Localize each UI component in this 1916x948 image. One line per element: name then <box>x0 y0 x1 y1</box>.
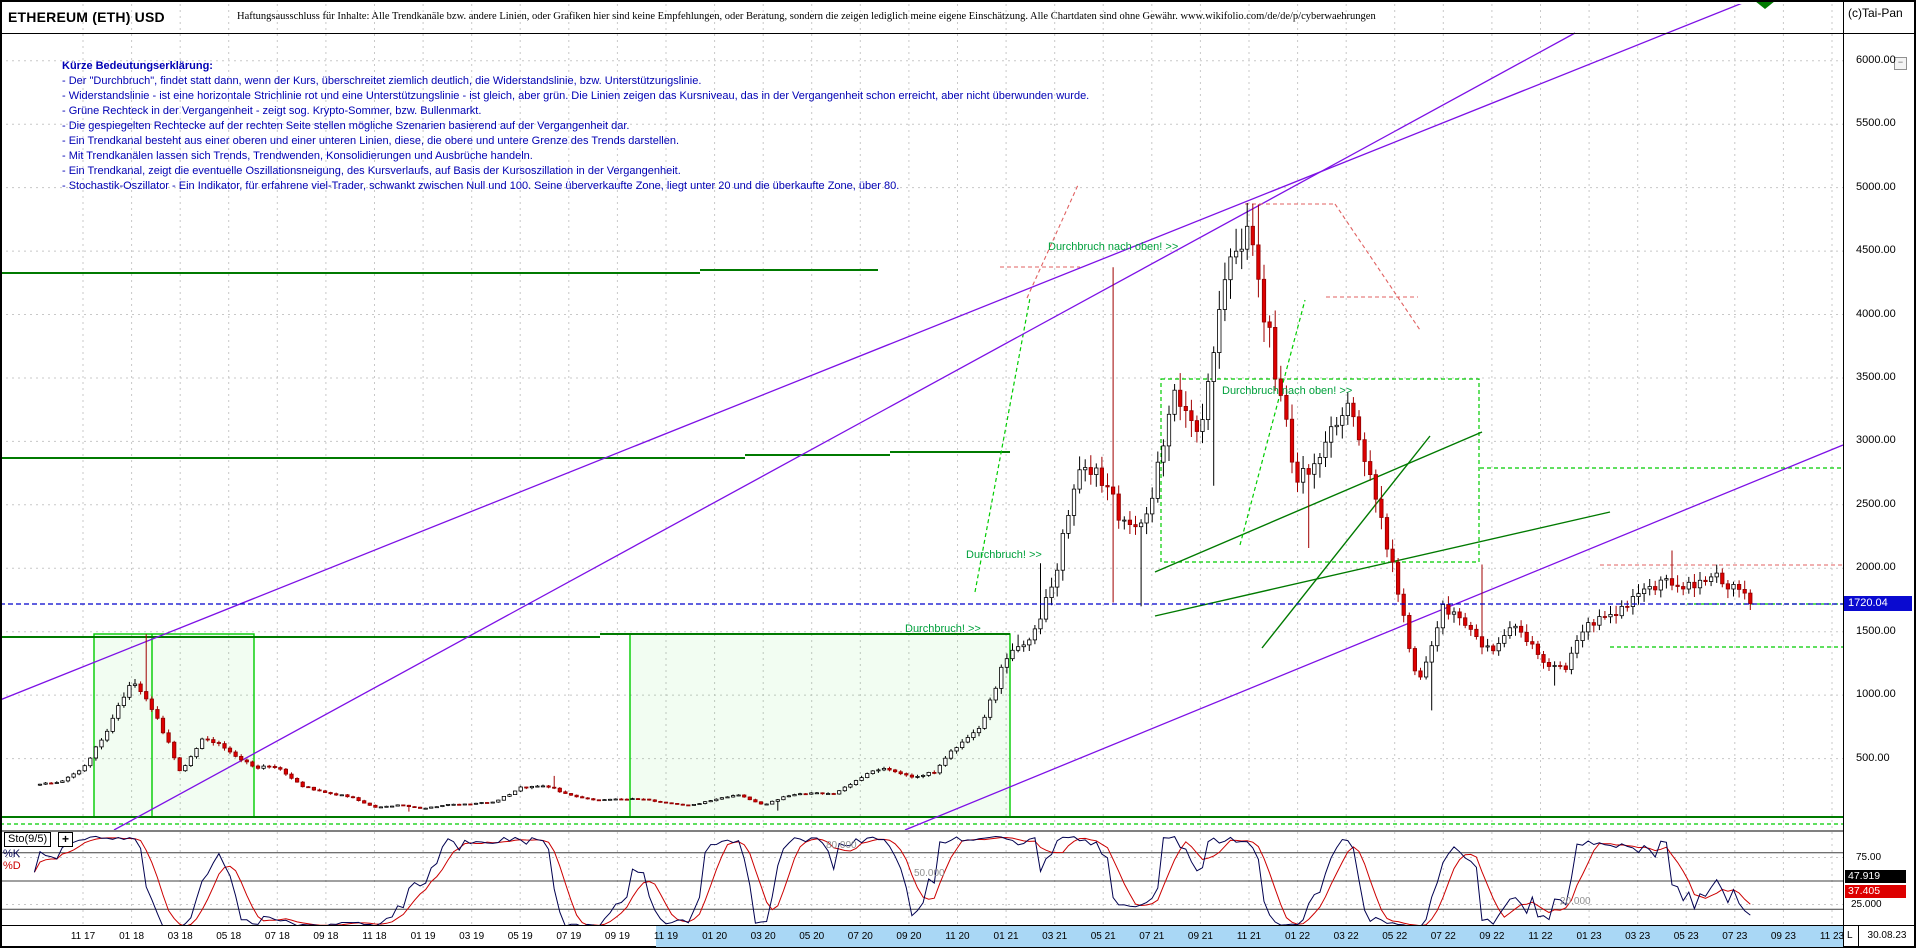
add-indicator-button[interactable]: + <box>58 832 73 847</box>
indicator-name-button[interactable]: Sto(9/5) <box>4 832 52 847</box>
date-axis-tick: 07 19 <box>556 931 582 942</box>
date-axis-tick: 09 19 <box>604 931 630 942</box>
price-axis-tick: 5000.00 <box>1856 180 1896 193</box>
date-axis-tick: 07 23 <box>1722 931 1748 942</box>
price-axis-tick: 1000.00 <box>1856 688 1896 701</box>
date-axis-tick: 05 18 <box>216 931 242 942</box>
legend-note-line: - Widerstandslinie - ist eine horizontal… <box>62 90 1090 102</box>
date-axis-tick: 03 19 <box>459 931 485 942</box>
date-axis-tick: 09 20 <box>896 931 922 942</box>
price-axis-tick: 1500.00 <box>1856 624 1896 637</box>
date-axis-tick: 07 20 <box>847 931 873 942</box>
legend-note: Kürze Bedeutungserklärung: - Der "Durchb… <box>62 59 1089 194</box>
legend-note-line: - Der "Durchbruch", findet statt dann, w… <box>62 75 702 87</box>
legend-note-line: - Stochastik-Oszillator - Ein Indikator,… <box>62 180 900 192</box>
last-date-label: 30.08.23 <box>1867 930 1907 941</box>
legend-note-heading: Kürze Bedeutungserklärung: <box>62 60 213 72</box>
date-axis-tick: 05 20 <box>799 931 825 942</box>
date-axis-tick: 01 22 <box>1285 931 1311 942</box>
date-axis-tick: 11 19 <box>653 931 679 942</box>
date-axis-tick: 11 21 <box>1236 931 1262 942</box>
price-axis-tick: 2500.00 <box>1856 497 1896 510</box>
date-axis-tick: 07 22 <box>1430 931 1456 942</box>
date-axis-tick: 09 21 <box>1187 931 1213 942</box>
oscillator-level-label: 20.000 <box>1560 896 1591 908</box>
stochastic-k-value-badge: 47.919 <box>1845 870 1906 883</box>
date-axis-tick: 05 19 <box>507 931 533 942</box>
instrument-title: ETHEREUM (ETH) USD <box>8 9 165 25</box>
copyright-label: (c)Tai-Pan <box>1848 6 1903 20</box>
date-axis-tick: 05 23 <box>1673 931 1699 942</box>
disclaimer-text: Haftungsausschluss für Inhalte: Alle Tre… <box>237 11 1376 22</box>
date-axis-tick: 09 18 <box>313 931 339 942</box>
date-axis-tick: 03 23 <box>1625 931 1651 942</box>
date-axis-tick: 11 17 <box>70 931 96 942</box>
price-axis-tick: 5500.00 <box>1856 117 1896 130</box>
legend-note-line: - Mit Trendkanälen lassen sich Trends, T… <box>62 150 533 162</box>
price-axis-tick: 6000.00 <box>1856 53 1896 66</box>
oscillator-axis-tick: 75.00 <box>1856 851 1882 863</box>
date-axis-tick: 09 22 <box>1479 931 1505 942</box>
date-axis-tick: 05 21 <box>1090 931 1116 942</box>
price-axis-tick: 4500.00 <box>1856 244 1896 257</box>
date-axis-tick: 11 18 <box>362 931 387 942</box>
price-axis-tick: 3000.00 <box>1856 434 1896 447</box>
oscillator-axis-tick: 25.000 <box>1851 898 1882 910</box>
oscillator-level-label: 50.000 <box>914 868 945 879</box>
price-axis-tick: 500.00 <box>1856 751 1890 764</box>
date-axis-tick: 11 22 <box>1528 931 1553 942</box>
collapse-panel-button[interactable]: − <box>1894 57 1907 70</box>
date-axis-tick: 01 23 <box>1576 931 1602 942</box>
legend-note-line: - Ein Trendkanal, zeigt die eventuelle O… <box>62 165 681 177</box>
date-axis-tick: 01 21 <box>993 931 1019 942</box>
date-axis-tick: 07 18 <box>264 931 290 942</box>
date-axis-tick: 01 20 <box>702 931 728 942</box>
legend-note-lines: - Der "Durchbruch", findet statt dann, w… <box>62 74 1089 194</box>
date-axis-tick: 03 22 <box>1333 931 1359 942</box>
stochastic-k-label: %K <box>3 848 21 860</box>
period-label: L <box>1847 930 1853 941</box>
date-axis-tick: 07 21 <box>1139 931 1165 942</box>
legend-note-line: - Ein Trendkanal besteht aus einer obere… <box>62 135 680 147</box>
breakout-annotation: Durchbruch nach oben! >> <box>1222 385 1353 397</box>
legend-note-line: - Grüne Rechteck in der Vergangenheit - … <box>62 105 482 117</box>
price-axis-tick: 3500.00 <box>1856 370 1896 383</box>
date-axis-highlight-band <box>656 926 1843 947</box>
date-axis-tick: 09 23 <box>1770 931 1796 942</box>
date-axis-tick: 03 18 <box>167 931 193 942</box>
breakout-annotation: Durchbruch! >> <box>905 623 981 635</box>
date-axis-tick: 01 18 <box>119 931 145 942</box>
price-axis-tick: 4000.00 <box>1856 307 1896 320</box>
breakout-annotation: Durchbruch nach oben! >> <box>1048 241 1179 253</box>
stochastic-d-value-badge: 37.405 <box>1845 885 1906 898</box>
date-axis-tick: 05 22 <box>1382 931 1408 942</box>
oscillator-level-label: 80.000 <box>826 839 857 851</box>
stochastic-d-label: %D <box>3 860 21 872</box>
breakout-annotation: Durchbruch! >> <box>966 549 1042 561</box>
price-axis-tick: 2000.00 <box>1856 561 1896 574</box>
date-axis-tick: 11 23 <box>1819 931 1845 942</box>
current-price-label: 1720.04 <box>1844 596 1912 611</box>
date-axis-tick: 11 20 <box>945 931 970 942</box>
date-axis-tick: 03 21 <box>1042 931 1068 942</box>
legend-note-line: - Die gespiegelten Rechtecke auf der rec… <box>62 120 630 132</box>
date-axis-tick: 01 19 <box>410 931 436 942</box>
date-axis-tick: 03 20 <box>750 931 776 942</box>
